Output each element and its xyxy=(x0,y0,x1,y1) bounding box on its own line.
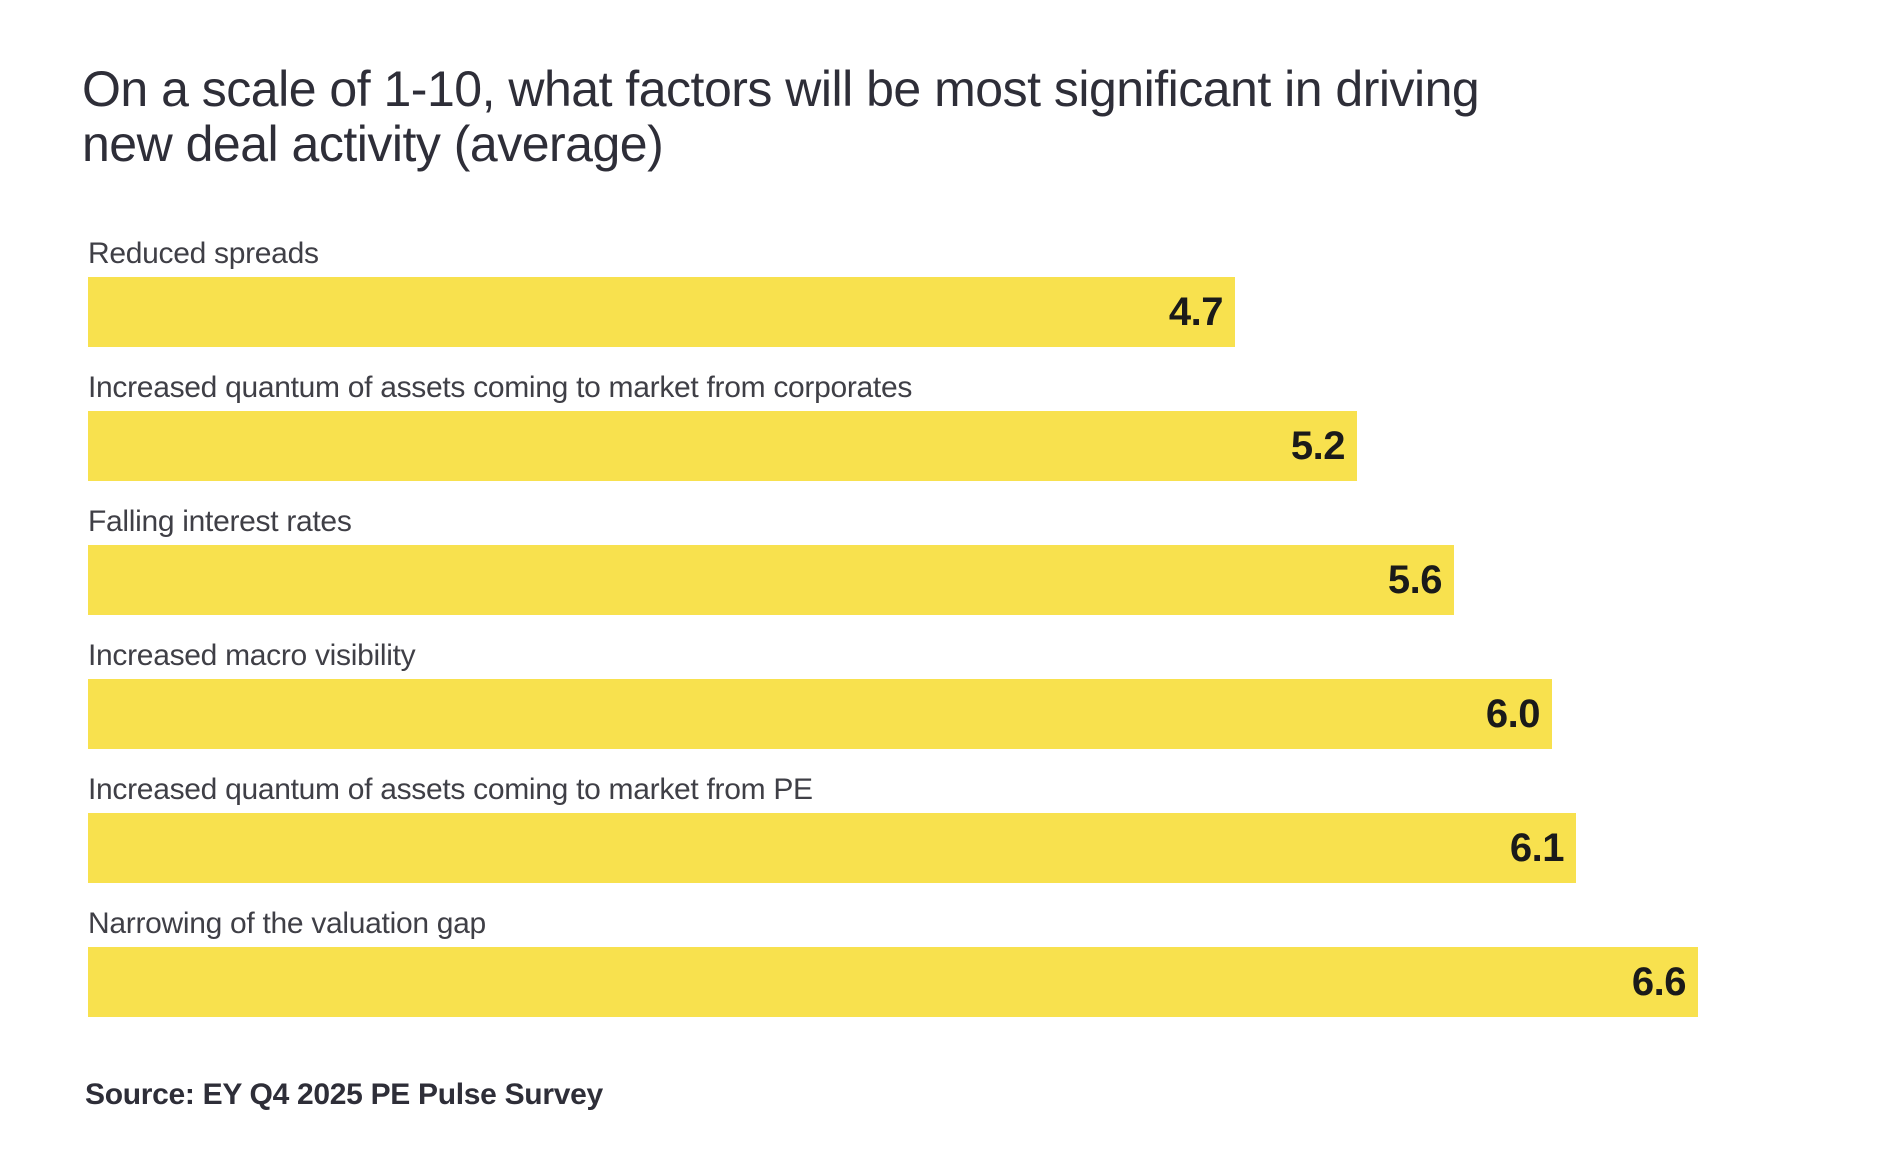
bar-label: Increased quantum of assets coming to ma… xyxy=(88,371,913,404)
bar-row: Increased quantum of assets coming to ma… xyxy=(88,371,1888,481)
bar: 6.6 xyxy=(88,947,1698,1017)
chart-title-line2: new deal activity (average) xyxy=(82,116,664,172)
bar: 4.7 xyxy=(88,277,1235,347)
bar-label: Increased quantum of assets coming to ma… xyxy=(88,773,813,806)
bar: 5.6 xyxy=(88,545,1454,615)
bar: 6.0 xyxy=(88,679,1552,749)
chart-title: On a scale of 1-10, what factors will be… xyxy=(82,62,1762,172)
bar-chart: Reduced spreads 4.7 Increased quantum of a… xyxy=(88,237,1888,1017)
bar-value-label: 6.1 xyxy=(1509,825,1565,870)
bar-label: Narrowing of the valuation gap xyxy=(88,907,486,940)
bar-value-label: 6.6 xyxy=(1631,959,1687,1004)
bar-row: Narrowing of the valuation gap 6.6 xyxy=(88,907,1888,1017)
bar-value-label: 4.7 xyxy=(1168,289,1224,334)
bar-label: Reduced spreads xyxy=(88,237,319,270)
bar-value-label: 5.6 xyxy=(1387,557,1443,602)
bar: 5.2 xyxy=(88,411,1357,481)
bar-label: Falling interest rates xyxy=(88,505,352,538)
bar-label: Increased macro visibility xyxy=(88,639,416,672)
bar-row: Increased macro visibility 6.0 xyxy=(88,639,1888,749)
bar-value-label: 5.2 xyxy=(1290,423,1346,468)
bar-row: Reduced spreads 4.7 xyxy=(88,237,1888,347)
bar-value-label: 6.0 xyxy=(1485,691,1541,736)
source-note: Source: EY Q4 2025 PE Pulse Survey xyxy=(85,1078,603,1111)
bar-row: Falling interest rates 5.6 xyxy=(88,505,1888,615)
bar-row: Increased quantum of assets coming to ma… xyxy=(88,773,1888,883)
bar: 6.1 xyxy=(88,813,1576,883)
chart-title-line1: On a scale of 1-10, what factors will be… xyxy=(82,61,1480,117)
